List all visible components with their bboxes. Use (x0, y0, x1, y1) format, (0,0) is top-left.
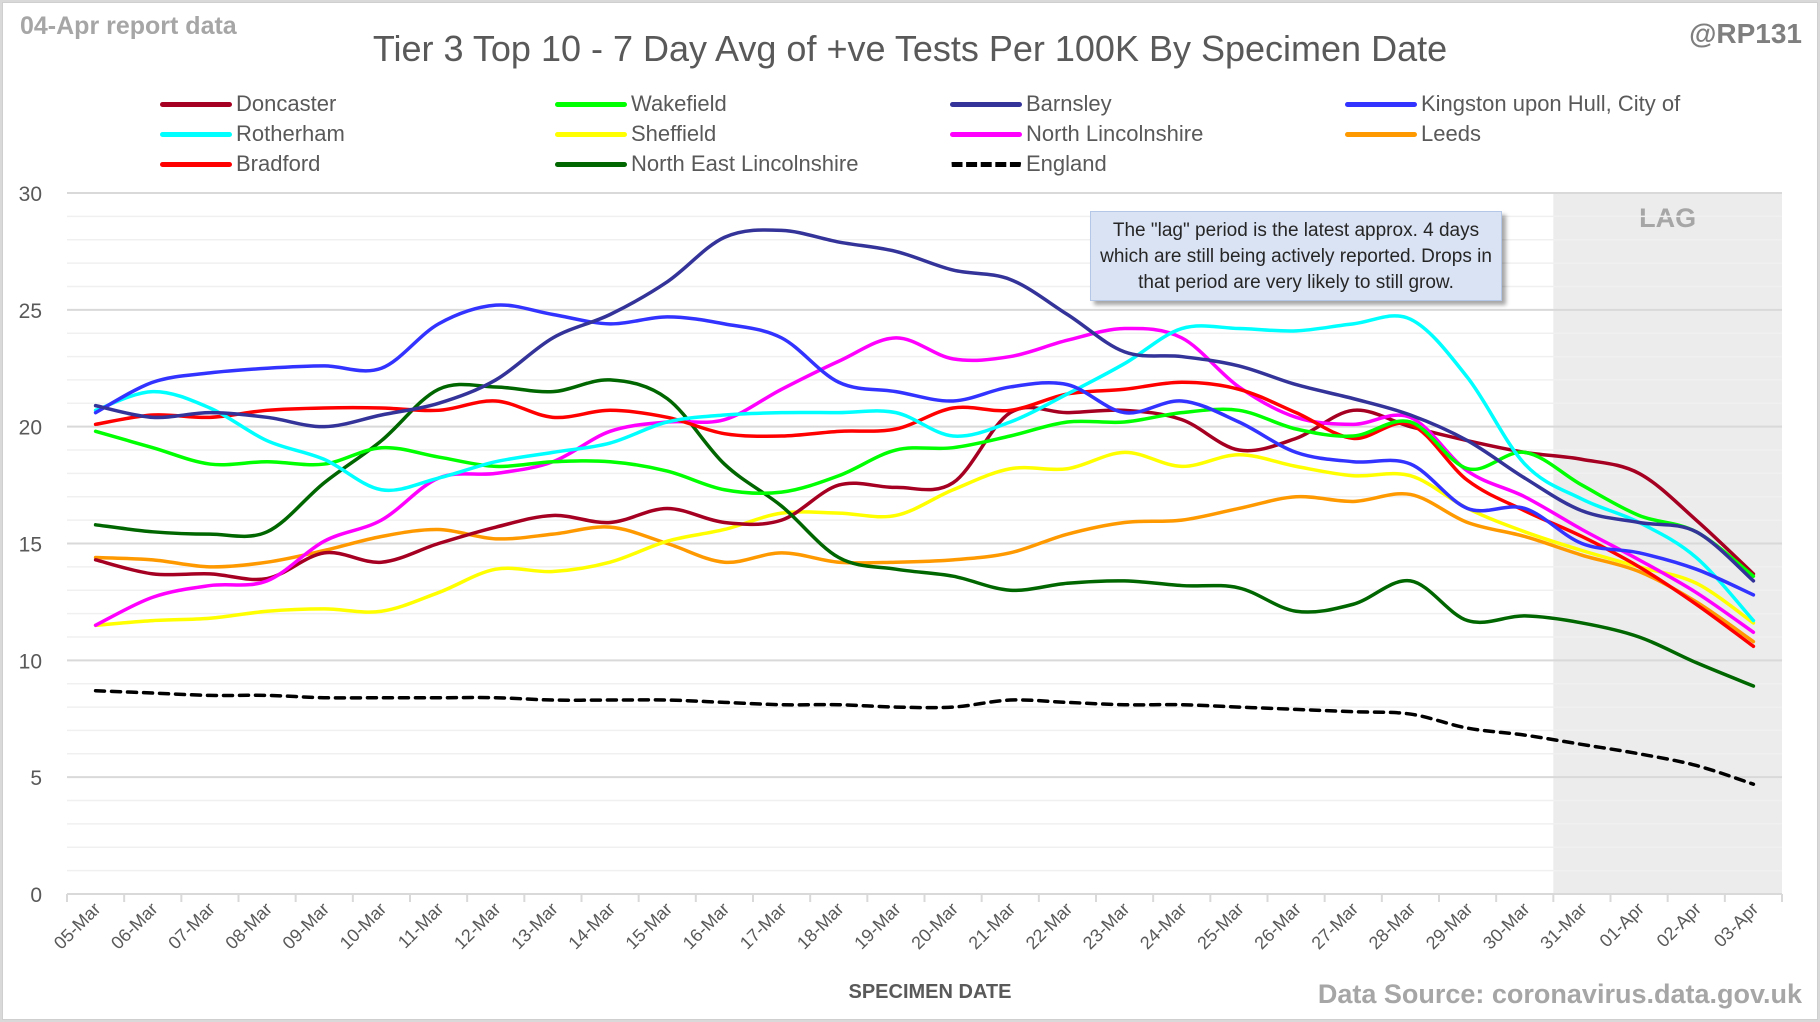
legend-swatch (555, 161, 627, 167)
legend-item: Sheffield (555, 120, 950, 148)
x-tick-label: 03-Apr (1710, 899, 1762, 951)
legend-item: Wakefield (555, 90, 950, 118)
report-date-label: 04-Apr report data (20, 12, 237, 40)
x-tick-label: 30-Mar (1479, 899, 1533, 953)
legend-label: North Lincolnshire (1026, 121, 1204, 146)
series-line-sheffield (93, 450, 1756, 628)
x-axis-title: SPECIMEN DATE (848, 981, 1012, 1003)
data-source-label: Data Source: coronavirus.data.gov.uk (1317, 979, 1802, 1009)
y-tick-label: 5 (30, 767, 42, 790)
chart-title: Tier 3 Top 10 - 7 Day Avg of +ve Tests P… (372, 28, 1448, 69)
x-tick-label: 10-Mar (336, 899, 390, 953)
author-handle: @RP131 (1689, 18, 1802, 49)
lag-callout: The "lag" period is the latest approx. 4… (1090, 211, 1502, 301)
legend-swatch (1345, 131, 1417, 137)
series-line-barnsley (93, 228, 1756, 583)
x-tick-label: 13-Mar (507, 899, 561, 953)
x-tick-label: 14-Mar (564, 899, 618, 953)
legend-swatch (950, 161, 1022, 167)
legend-swatch (1345, 101, 1417, 107)
legend-swatch (160, 131, 232, 137)
x-tick-label: 15-Mar (622, 899, 676, 953)
x-tick-label: 31-Mar (1536, 899, 1590, 953)
x-tick-label: 02-Apr (1653, 899, 1705, 951)
legend-swatch (160, 161, 232, 167)
legend-label: Wakefield (631, 91, 727, 116)
series-line-kingston-upon-hull-city-of (93, 303, 1756, 597)
legend-label: Sheffield (631, 121, 717, 146)
x-tick-label: 23-Mar (1079, 899, 1133, 953)
legend-item: North Lincolnshire (950, 120, 1345, 148)
x-tick-label: 21-Mar (965, 899, 1019, 953)
legend-label: Kingston upon Hull, City of (1421, 91, 1681, 116)
x-tick-label: 08-Mar (221, 899, 275, 953)
legend-item: Barnsley (950, 90, 1345, 118)
legend-label: Leeds (1421, 121, 1481, 146)
legend: Doncaster Wakefield Barnsley Kingston upon … (160, 90, 1720, 178)
series-line-leeds (93, 491, 1756, 644)
legend-swatch (555, 101, 627, 107)
series-line-doncaster (93, 405, 1756, 582)
x-tick-label: 28-Mar (1365, 899, 1419, 953)
y-tick-label: 25 (19, 300, 42, 323)
x-tick-label: 17-Mar (736, 899, 790, 953)
legend-label: North East Lincolnshire (631, 151, 859, 176)
legend-item: Doncaster (160, 90, 555, 118)
x-tick-label: 11-Mar (394, 899, 448, 953)
legend-label: Rotherham (236, 121, 345, 146)
y-tick-label: 0 (30, 884, 42, 907)
y-tick-label: 15 (19, 534, 42, 557)
y-tick-label: 10 (19, 650, 42, 673)
lag-label: LAG (1639, 203, 1696, 233)
x-tick-label: 01-Apr (1596, 899, 1648, 951)
legend-label: Doncaster (236, 91, 337, 116)
x-tick-label: 29-Mar (1422, 899, 1476, 953)
x-tick-label: 27-Mar (1308, 899, 1362, 953)
x-tick-label: 05-Mar (50, 899, 104, 953)
legend-swatch (950, 101, 1022, 107)
x-tick-label: 07-Mar (164, 899, 218, 953)
legend-item: Leeds (1345, 120, 1740, 148)
series-line-north-lincolnshire (93, 326, 1756, 635)
x-tick-label: 06-Mar (107, 899, 161, 953)
x-tick-label: 24-Mar (1136, 899, 1190, 953)
series-line-rotherham (93, 314, 1756, 623)
legend-item: England (950, 150, 1345, 178)
x-tick-label: 20-Mar (907, 899, 961, 953)
legend-item: North East Lincolnshire (555, 150, 950, 178)
legend-swatch (555, 131, 627, 137)
legend-swatch (160, 101, 232, 107)
legend-item: Kingston upon Hull, City of (1345, 90, 1740, 118)
x-tick-label: 12-Mar (450, 899, 504, 953)
series-line-bradford (93, 380, 1756, 649)
x-tick-label: 22-Mar (1022, 899, 1076, 953)
legend-swatch (950, 131, 1022, 137)
x-tick-label: 18-Mar (793, 899, 847, 953)
series-line-north-east-lincolnshire (93, 378, 1756, 688)
y-tick-label: 20 (19, 417, 42, 440)
series-line-england (93, 688, 1756, 786)
legend-item: Rotherham (160, 120, 555, 148)
y-tick-label: 30 (19, 183, 42, 206)
legend-label: Barnsley (1026, 91, 1112, 116)
x-tick-label: 26-Mar (1250, 899, 1304, 953)
x-tick-label: 09-Mar (279, 899, 333, 953)
x-tick-label: 19-Mar (850, 899, 904, 953)
legend-label: England (1026, 151, 1107, 176)
legend-item: Bradford (160, 150, 555, 178)
x-tick-label: 25-Mar (1193, 899, 1247, 953)
series-line-wakefield (93, 407, 1756, 578)
x-tick-label: 16-Mar (679, 899, 733, 953)
legend-label: Bradford (236, 151, 321, 176)
